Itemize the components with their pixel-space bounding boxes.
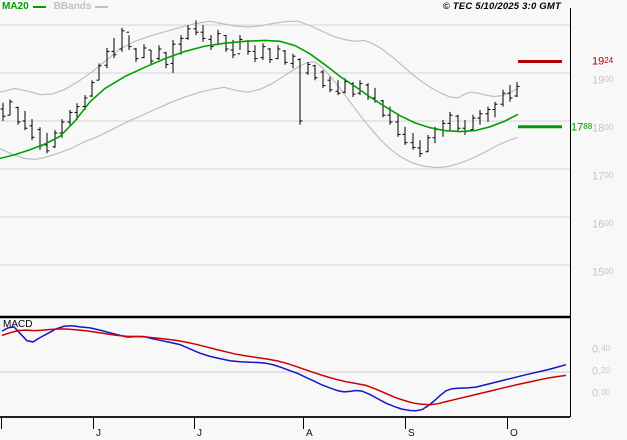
legend-bbands-dash-icon: [95, 6, 109, 8]
copyright-text: © TEC 5/10/2025 3:0 GMT: [442, 1, 561, 12]
month-label: O: [510, 428, 518, 439]
macd-scale-label: 0.40: [592, 343, 611, 356]
macd-scale-label: 0.00: [592, 387, 611, 400]
resistance-level-label: 1924: [592, 55, 614, 68]
macd-panel-title: MACD: [3, 319, 33, 330]
price-scale-label: 1700: [592, 170, 614, 183]
month-label: J: [96, 428, 101, 439]
legend-bbands-label: BBands: [53, 1, 92, 12]
legend-ma20-dash-icon: [32, 6, 46, 8]
price-scale-label: 1900: [592, 74, 614, 87]
month-label: S: [408, 428, 415, 439]
month-label: J: [197, 428, 202, 439]
price-scale-label: 1800: [592, 122, 614, 135]
legend-ma20-label: MA20: [2, 1, 29, 12]
support-level-label: 1788: [571, 121, 593, 134]
price-scale-label: 1600: [592, 218, 614, 231]
macd-scale-label: 0.20: [592, 365, 611, 378]
month-label: A: [306, 428, 313, 439]
legend: MA20 BBands: [2, 1, 116, 13]
price-scale-label: 1500: [592, 266, 614, 279]
